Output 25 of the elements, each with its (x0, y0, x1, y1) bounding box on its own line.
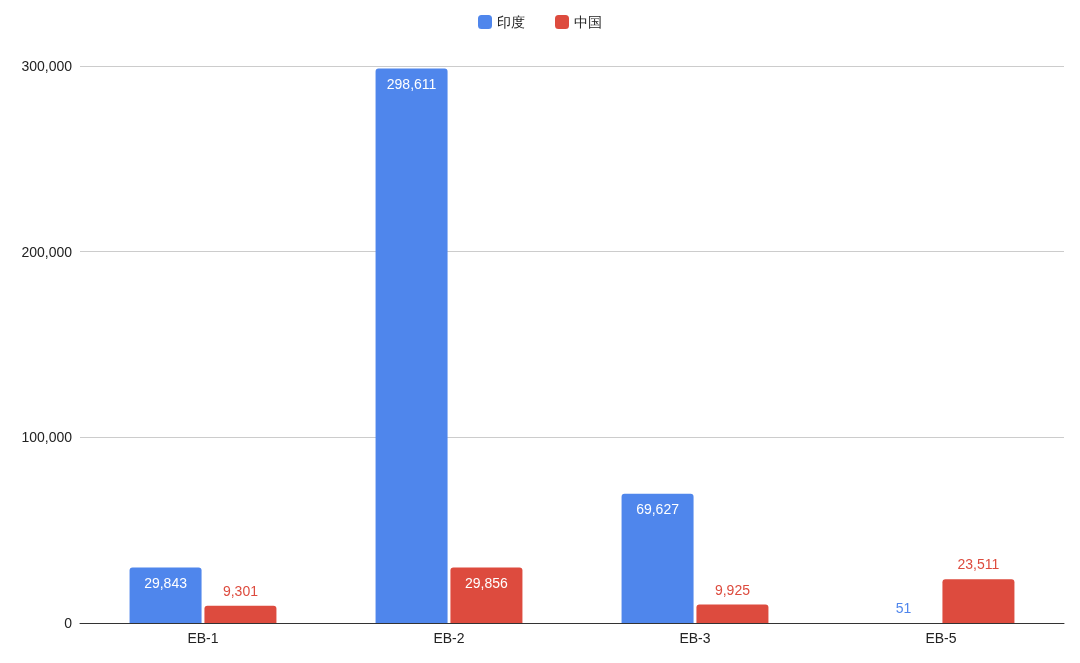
bar (621, 493, 694, 623)
y-tick-label: 200,000 (21, 243, 73, 260)
y-tick-label: 100,000 (21, 429, 73, 446)
data-label: 69,627 (636, 500, 680, 517)
data-label: 51 (895, 599, 912, 616)
bar (204, 605, 277, 623)
data-label: 23,511 (957, 556, 1000, 573)
x-tick-label: EB-5 (925, 630, 957, 646)
data-label: 9,301 (222, 582, 259, 599)
x-tick-label: EB-2 (433, 630, 465, 646)
x-tick-label: EB-3 (679, 630, 711, 646)
legend-label: 印度 (497, 14, 525, 30)
bar (129, 567, 202, 623)
data-label: 9,925 (714, 581, 751, 598)
y-tick-label: 0 (64, 615, 73, 631)
legend-label: 中国 (574, 14, 602, 30)
bar (942, 579, 1015, 623)
bar (696, 604, 769, 623)
y-tick-label: 300,000 (21, 58, 73, 74)
data-label: 29,843 (144, 574, 188, 591)
x-tick-label: EB-1 (187, 630, 219, 646)
bar (450, 567, 523, 623)
data-label: 298,611 (386, 75, 437, 92)
data-label: 29,856 (465, 574, 509, 591)
bar (375, 68, 448, 623)
